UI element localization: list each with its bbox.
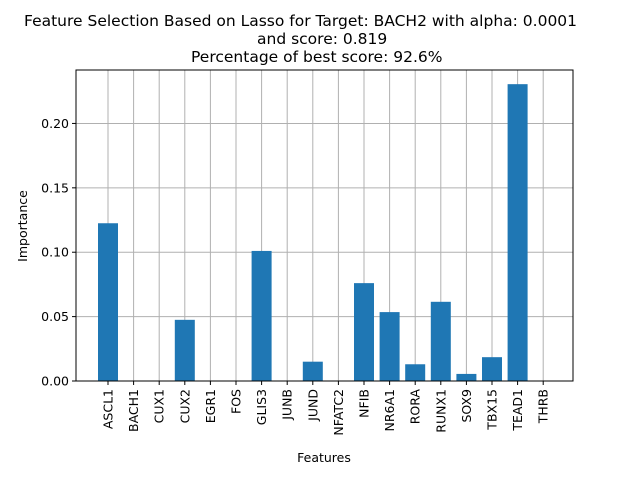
x-tick-label-rora: RORA [408, 389, 423, 425]
x-tick-label-cux2: CUX2 [177, 389, 192, 423]
y-tick-label: 0.05 [41, 309, 69, 324]
x-axis-ticks: ASCL1 BACH1 CUX1 CUX2 EGR1 FOS GLIS3 JUNB JUND NF… [101, 381, 551, 436]
grid-lines [76, 70, 573, 382]
y-tick-label: 0.15 [41, 180, 69, 195]
plot-frame [75, 69, 574, 382]
bar-cux2 [174, 319, 195, 381]
bar-jund [302, 361, 323, 381]
chart-title-line-3: Percentage of best score: 92.6% [191, 48, 443, 66]
bar-tead1 [507, 84, 528, 381]
y-tick-label: 0.20 [41, 116, 69, 131]
chart-title-line-2: and score: 0.819 [257, 30, 388, 48]
bar-ascl1 [98, 223, 118, 381]
x-tick-label-nfib: NFIB [357, 389, 372, 418]
chart-title-line-1: Feature Selection Based on Lasso for Tar… [24, 12, 578, 30]
x-tick-label-junb: JUNB [280, 389, 295, 421]
x-tick-label-nr6a1: NR6A1 [382, 389, 397, 432]
x-tick-label-tbx15: TBX15 [485, 389, 500, 431]
bar-glis3 [251, 250, 272, 381]
bar-nfib [354, 283, 374, 381]
bar-nr6a1 [379, 312, 400, 381]
x-tick-label-ascl1: ASCL1 [101, 389, 116, 429]
x-tick-label-nfatc2: NFATC2 [331, 389, 346, 436]
x-tick-label-jund: JUND [305, 389, 320, 422]
bar-sox9 [456, 373, 477, 381]
x-tick-label-runx1: RUNX1 [433, 389, 448, 433]
x-axis-label: Features [297, 450, 351, 465]
y-axis-label: Importance [15, 190, 30, 262]
x-tick-label-egr1: EGR1 [203, 389, 218, 423]
y-axis-ticks: 0.00 0.05 0.10 0.15 0.20 [41, 116, 76, 389]
y-tick-label: 0.00 [41, 374, 69, 389]
bar-rora [405, 364, 426, 381]
bar-tbx15 [482, 357, 502, 381]
x-tick-label-bach1: BACH1 [126, 389, 141, 432]
y-tick-label: 0.10 [41, 245, 69, 260]
x-tick-label-glis3: GLIS3 [254, 389, 269, 425]
bars [98, 84, 528, 381]
bar-runx1 [430, 301, 451, 381]
x-tick-label-tead1: TEAD1 [510, 389, 525, 432]
x-tick-label-thrb: THRB [536, 389, 551, 424]
x-tick-label-fos: FOS [229, 389, 244, 414]
x-tick-label-cux1: CUX1 [152, 389, 167, 423]
x-tick-label-sox9: SOX9 [459, 389, 474, 423]
